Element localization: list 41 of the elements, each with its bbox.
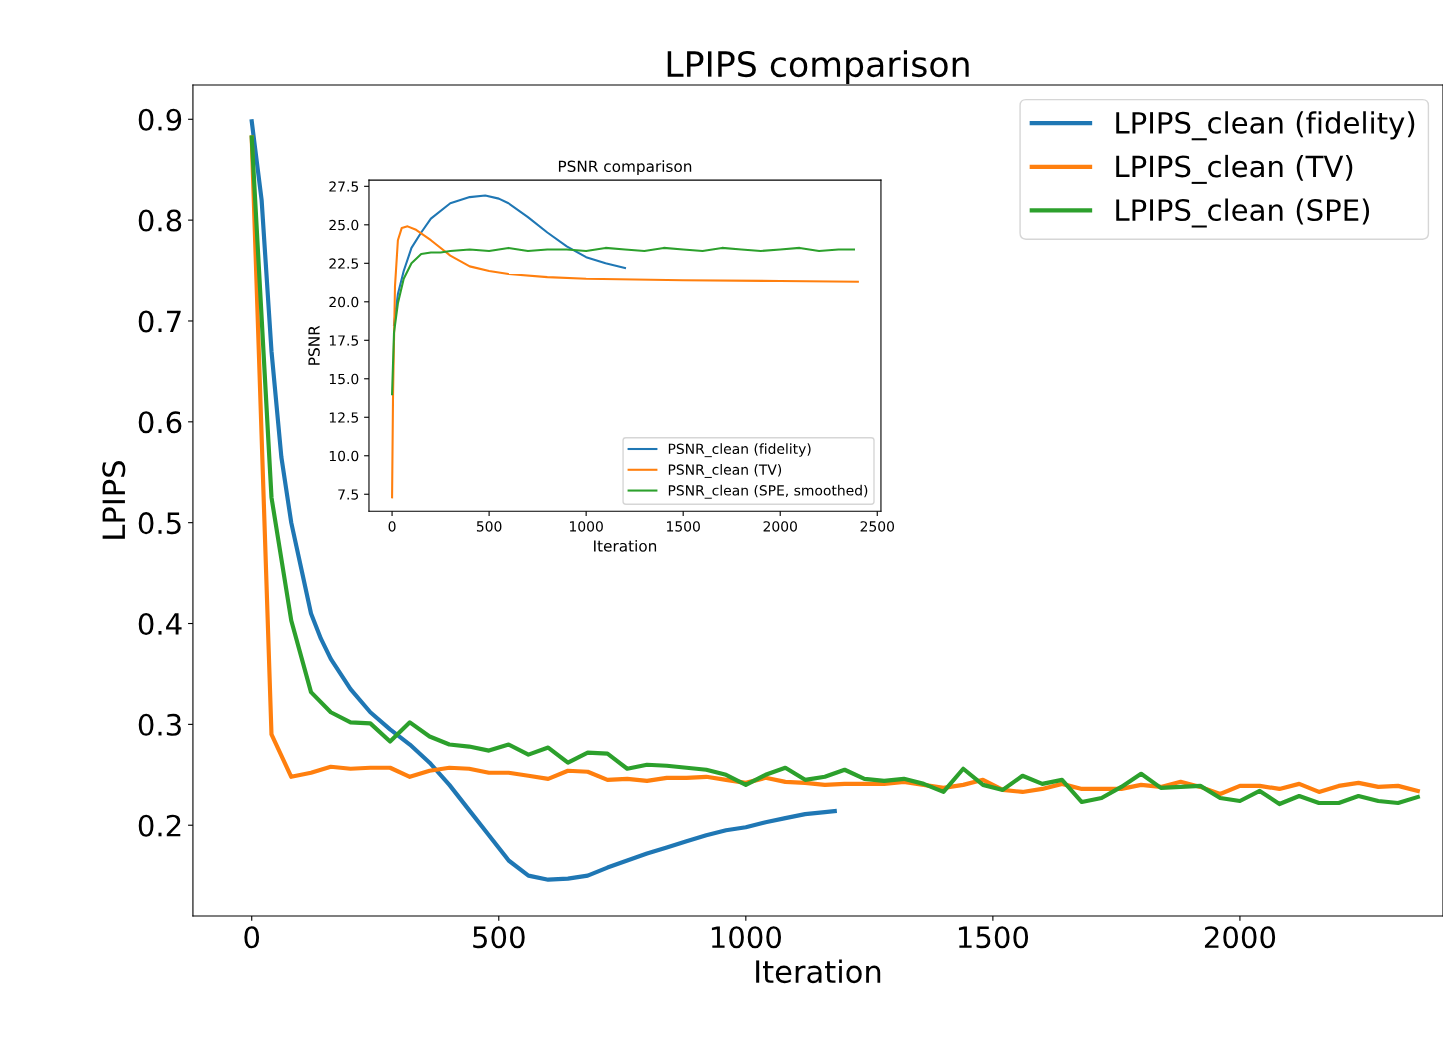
y-tick-label: 0.4 [138,612,182,636]
legend-label: PSNR_clean (SPE, smoothed) [668,484,868,499]
legend-label: LPIPS_clean (SPE) [1116,198,1370,228]
y-tick-label: 17.5 [329,335,359,346]
y-tick-label: 0.5 [138,512,181,535]
y-tick-label: 12.5 [329,412,359,423]
x-tick-label: 500 [473,926,525,949]
x-tick-label: 0 [244,926,260,949]
y-tick-label: 7.5 [338,489,359,500]
legend-label: PSNR_clean (fidelity) [668,443,811,458]
x-tick-label: 1000 [570,521,603,532]
y-tick-label: 0.7 [138,310,181,333]
y-tick-label: 0.3 [138,713,181,736]
legend-label: LPIPS_clean (fidelity) [1116,111,1415,141]
legend-label: PSNR_clean (TV) [668,464,782,478]
y-tick-label: 0.2 [138,814,181,837]
x-axis-title: Iteration [756,959,881,984]
y-tick-label: 20.0 [329,296,359,308]
y-tick-label: 27.5 [329,181,359,192]
x-tick-label: 1500 [958,926,1029,949]
chart-title: LPIPS comparison [667,50,969,84]
x-tick-label: 2500 [860,521,895,532]
x-tick-label: 0 [388,521,396,532]
x-tick-label: 1000 [711,926,781,949]
x-tick-label: 500 [476,521,502,532]
legend-label: LPIPS_clean (TV) [1116,154,1353,184]
y-tick-label: 10.0 [329,450,359,462]
y-tick-label: 15.0 [329,373,359,385]
y-tick-label: 22.5 [329,258,359,269]
y-tick-label: 0.6 [138,411,182,434]
line-series [391,246,856,396]
y-tick-label: 0.8 [138,209,182,232]
x-axis-title: Iteration [594,539,657,552]
y-axis-title: LPIPS [102,461,126,539]
x-tick-label: 1500 [667,521,700,532]
x-tick-label: 2000 [1204,926,1276,949]
y-tick-label: 25.0 [329,219,359,231]
y-axis-title: PSNR [308,325,320,365]
chart-title: PSNR comparison [558,160,692,176]
x-tick-label: 2000 [763,521,797,532]
y-tick-label: 0.9 [138,108,182,131]
